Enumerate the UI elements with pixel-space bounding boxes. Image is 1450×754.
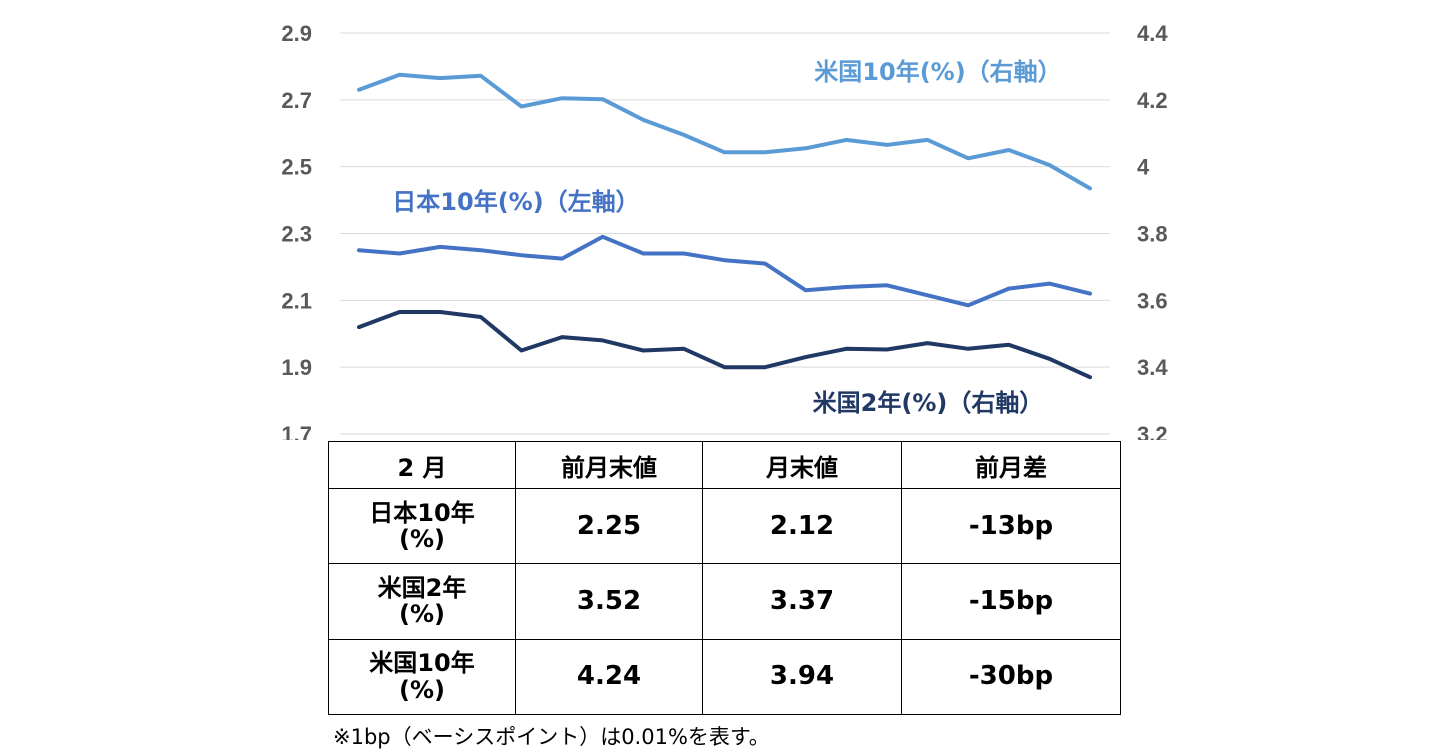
prev-value: 4.24 <box>515 638 703 716</box>
left-axis: 1.7 1.9 2.1 2.3 2.5 2.7 2.9 <box>281 21 312 440</box>
left-axis-tick-label: 2.9 <box>281 21 312 46</box>
row-label-name: 米国10年 <box>369 649 475 678</box>
table-header-row: 2 月 前月末値 月末値 前月差 <box>328 441 1121 489</box>
right-axis: 3.2 3.4 3.6 3.8 4 4.2 4.4 <box>1137 21 1168 440</box>
prev-value: 2.25 <box>515 487 703 565</box>
row-label: 日本10年 (%) <box>328 487 516 565</box>
end-value: 3.37 <box>702 563 902 640</box>
footnote: ※1bp（ベーシスポイント）は0.01%を表す。 <box>333 725 770 749</box>
yield-line-chart: 1.7 1.9 2.1 2.3 2.5 2.7 2.9 3.2 3.4 3.6 3.8 4 4.2 4.… <box>281 21 1168 440</box>
right-axis-tick-label: 3.6 <box>1137 288 1168 313</box>
change-value: -15bp <box>901 563 1121 640</box>
row-label-unit: (%) <box>399 525 445 554</box>
left-axis-tick-label: 2.3 <box>281 222 312 247</box>
left-axis-tick-label: 2.7 <box>281 88 312 113</box>
prev-value: 3.52 <box>515 563 703 640</box>
right-axis-tick-label: 3.8 <box>1137 222 1168 247</box>
right-axis-tick-label: 4 <box>1137 155 1150 180</box>
series-lines <box>357 72 1092 380</box>
table-row: 日本10年 (%) 2.25 2.12 -13bp <box>328 487 1121 565</box>
end-value: 3.94 <box>702 638 902 716</box>
left-axis-tick-label: 1.9 <box>281 355 312 380</box>
series-label-us2y: 米国2年(%)（右軸） <box>813 389 1044 417</box>
series-label-jp10y: 日本10年(%)（左軸） <box>392 188 639 216</box>
header-month: 2 月 <box>328 441 516 489</box>
end-value: 2.12 <box>702 487 902 565</box>
row-label-name: 日本10年 <box>369 498 475 527</box>
table-row: 米国10年 (%) 4.24 3.94 -30bp <box>328 638 1121 716</box>
series-line-jp10y <box>357 234 1092 308</box>
left-axis-tick-label: 2.5 <box>281 155 312 180</box>
left-axis-tick-label: 1.7 <box>281 422 312 440</box>
left-axis-tick-label: 2.1 <box>281 288 312 313</box>
row-label: 米国10年 (%) <box>328 638 516 716</box>
right-axis-tick-label: 4.4 <box>1137 21 1168 46</box>
series-line-us10y <box>357 72 1092 191</box>
header-change: 前月差 <box>901 441 1121 489</box>
gridlines <box>340 32 1110 435</box>
series-line-us2y <box>357 310 1092 380</box>
change-value: -30bp <box>901 638 1121 716</box>
row-label-unit: (%) <box>399 675 445 704</box>
row-label-name: 米国2年 <box>377 574 467 603</box>
table-row: 米国2年 (%) 3.52 3.37 -15bp <box>328 563 1121 640</box>
summary-table: 2 月 前月末値 月末値 前月差 日本10年 (%) 2.25 2.12 -13… <box>328 441 1121 716</box>
change-value: -13bp <box>901 487 1121 565</box>
right-axis-tick-label: 3.4 <box>1137 355 1168 380</box>
series-label-us10y: 米国10年(%)（右軸） <box>814 58 1061 86</box>
right-axis-tick-label: 4.2 <box>1137 88 1168 113</box>
header-prev-month-end: 前月末値 <box>515 441 703 489</box>
header-month-end: 月末値 <box>702 441 902 489</box>
row-label-unit: (%) <box>399 600 445 629</box>
row-label: 米国2年 (%) <box>328 563 516 640</box>
right-axis-tick-label: 3.2 <box>1137 422 1168 440</box>
